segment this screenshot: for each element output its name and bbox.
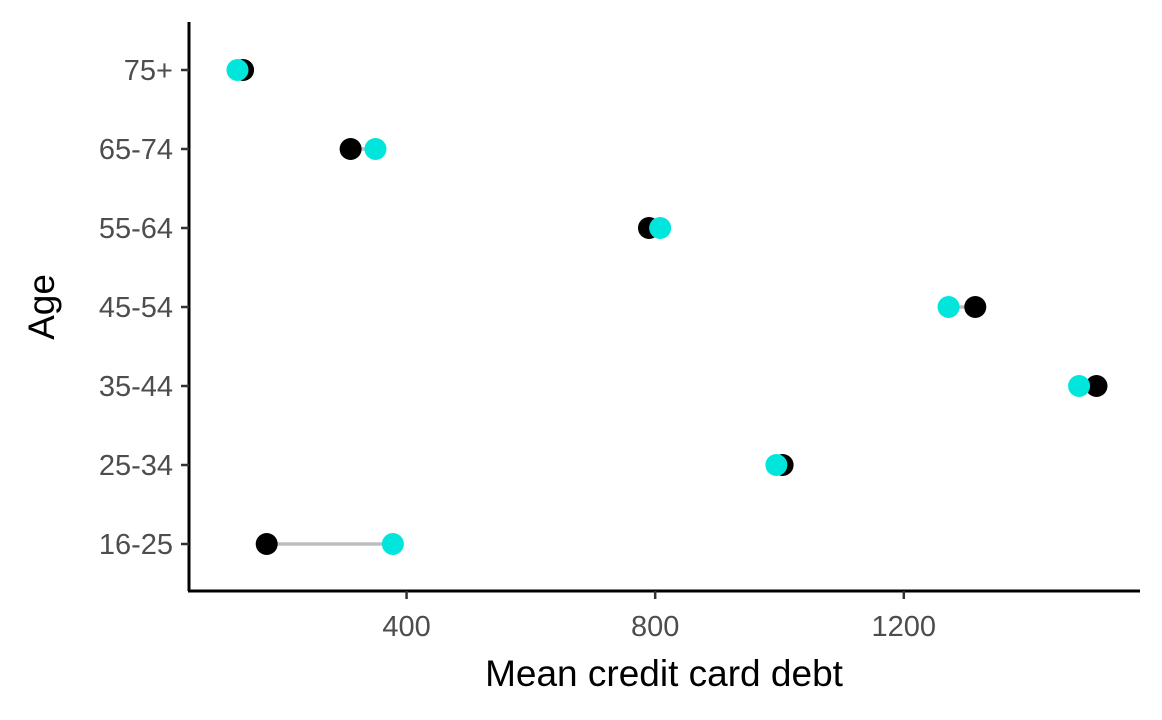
y-tick-label-35-44: 35-44 xyxy=(99,371,173,403)
y-tick-label-75+: 75+ xyxy=(124,55,173,87)
x-tick-label-1200: 1200 xyxy=(872,611,937,643)
y-axis-ticks: 16-25 25-34 35-44 45-54 55-64 65-74 75+ xyxy=(99,55,189,561)
point-series2-25-34 xyxy=(765,454,788,476)
point-series1-45-54 xyxy=(964,296,987,318)
y-tick-label-55-64: 55-64 xyxy=(99,213,173,245)
plot-area xyxy=(226,59,1108,555)
x-tick-label-400: 400 xyxy=(382,611,430,643)
y-tick-label-65-74: 65-74 xyxy=(99,134,173,166)
point-series2-65-74 xyxy=(364,138,387,160)
y-tick-label-16-25: 16-25 xyxy=(99,529,173,561)
point-series1-16-25 xyxy=(255,533,278,555)
x-axis-ticks: 400 800 1200 xyxy=(382,591,936,643)
point-series2-45-54 xyxy=(937,296,960,318)
y-tick-label-25-34: 25-34 xyxy=(99,450,173,482)
point-series2-35-44 xyxy=(1068,375,1091,397)
point-series2-16-25 xyxy=(381,533,404,555)
y-tick-label-45-54: 45-54 xyxy=(99,292,173,324)
x-axis-title: Mean credit card debt xyxy=(485,653,844,694)
point-series1-35-44 xyxy=(1085,375,1108,397)
point-series1-65-74 xyxy=(339,138,362,160)
point-series2-55-64 xyxy=(649,217,672,239)
x-tick-label-800: 800 xyxy=(631,611,679,643)
y-axis-title: Age xyxy=(21,274,62,340)
point-series2-75+ xyxy=(226,59,249,81)
